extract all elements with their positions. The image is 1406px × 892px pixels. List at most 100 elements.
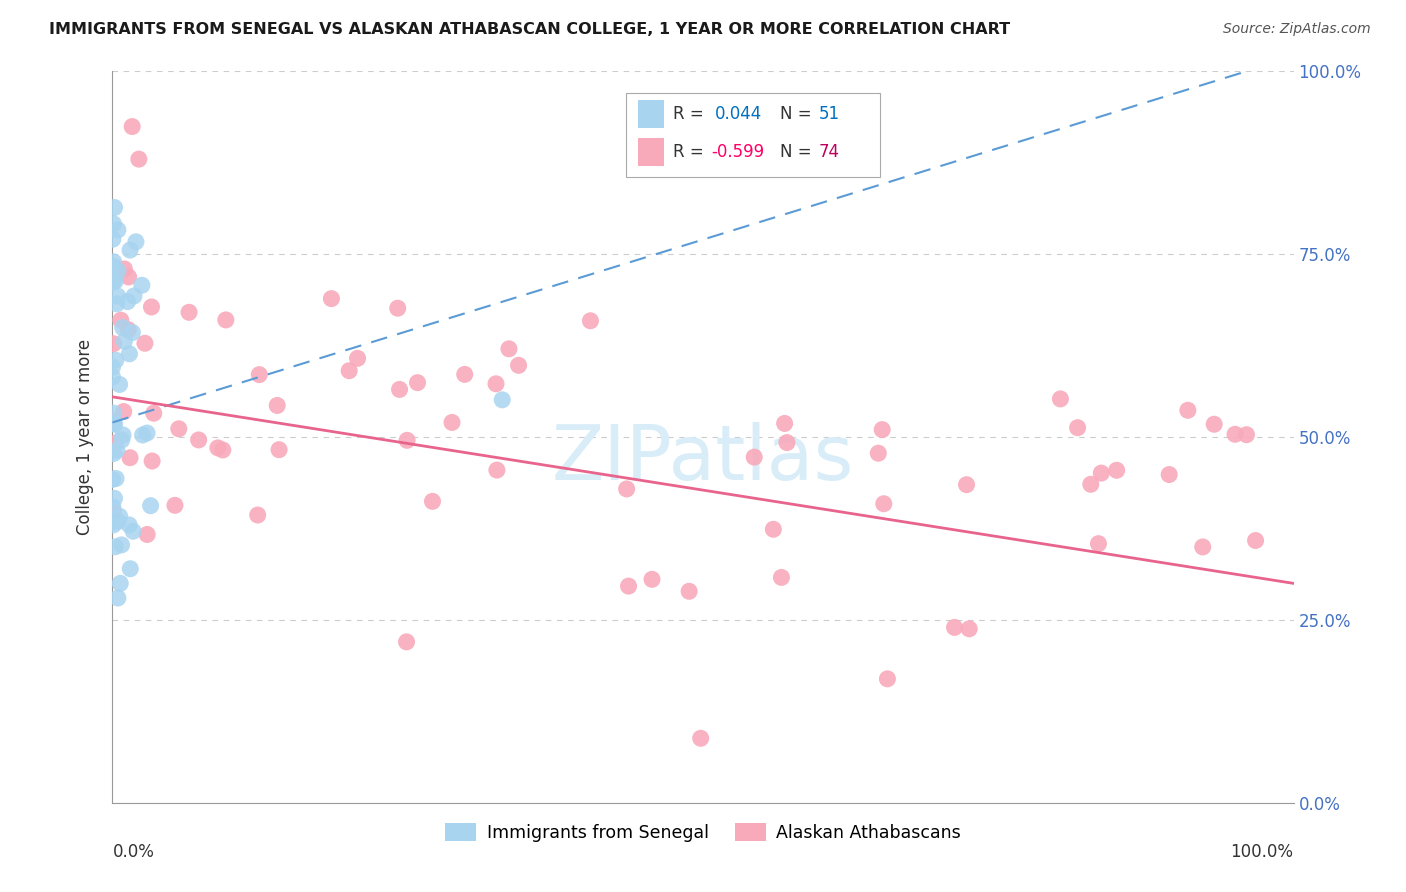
Point bbox=[105, 443, 128, 458]
Text: 100.0%: 100.0% bbox=[1230, 843, 1294, 861]
Point bbox=[103, 517, 125, 532]
Point bbox=[101, 414, 124, 428]
Point bbox=[422, 494, 444, 508]
Point bbox=[678, 584, 700, 599]
Point bbox=[111, 320, 134, 334]
Point bbox=[579, 314, 602, 328]
Point bbox=[125, 235, 148, 249]
Point bbox=[641, 572, 664, 586]
Point bbox=[440, 416, 463, 430]
Bar bbox=[638, 100, 664, 128]
Point bbox=[141, 300, 163, 314]
Point bbox=[247, 368, 270, 382]
Point bbox=[131, 278, 153, 293]
Point bbox=[742, 450, 765, 464]
Point bbox=[689, 731, 711, 746]
Point bbox=[110, 538, 132, 552]
Point bbox=[868, 446, 890, 460]
Point bbox=[103, 260, 125, 274]
Point bbox=[955, 477, 977, 491]
Point bbox=[134, 336, 156, 351]
Point bbox=[107, 514, 129, 528]
Point bbox=[118, 518, 141, 533]
Point bbox=[267, 442, 290, 457]
Point bbox=[105, 297, 128, 311]
Point bbox=[1244, 533, 1267, 548]
Point bbox=[117, 294, 139, 309]
Point bbox=[107, 264, 129, 278]
Text: N =: N = bbox=[780, 104, 817, 123]
Point bbox=[103, 514, 125, 528]
Point bbox=[1223, 427, 1246, 442]
Point bbox=[103, 417, 125, 431]
Point bbox=[395, 635, 418, 649]
Point bbox=[101, 275, 124, 289]
Point bbox=[454, 368, 477, 382]
Point bbox=[105, 471, 128, 485]
Point bbox=[1105, 463, 1128, 477]
Point bbox=[207, 441, 229, 455]
Point bbox=[112, 428, 135, 442]
Point bbox=[187, 433, 209, 447]
Point bbox=[388, 383, 411, 397]
Point bbox=[101, 360, 124, 375]
Point bbox=[128, 152, 150, 166]
Point bbox=[103, 406, 125, 420]
Text: 0.0%: 0.0% bbox=[112, 843, 155, 861]
Point bbox=[762, 522, 785, 536]
Point bbox=[104, 274, 127, 288]
Point bbox=[163, 499, 186, 513]
Point bbox=[101, 370, 124, 384]
Point bbox=[396, 434, 419, 448]
Point bbox=[498, 342, 520, 356]
Point bbox=[121, 326, 143, 340]
Point bbox=[103, 201, 125, 215]
Point bbox=[118, 243, 141, 257]
Point bbox=[103, 491, 125, 506]
Point bbox=[104, 353, 127, 368]
Point bbox=[139, 499, 162, 513]
Point bbox=[1090, 466, 1112, 480]
Point bbox=[103, 336, 125, 351]
Point bbox=[211, 442, 233, 457]
Bar bbox=[638, 138, 664, 166]
Point bbox=[112, 262, 135, 277]
Point bbox=[112, 404, 135, 418]
Text: Source: ZipAtlas.com: Source: ZipAtlas.com bbox=[1223, 22, 1371, 37]
Point bbox=[101, 275, 124, 289]
Point bbox=[103, 255, 125, 269]
Point bbox=[1087, 536, 1109, 550]
Text: ZIPatlas: ZIPatlas bbox=[551, 422, 855, 496]
Point bbox=[485, 463, 508, 477]
Point bbox=[120, 562, 142, 576]
Point bbox=[136, 425, 159, 440]
Point bbox=[508, 359, 530, 373]
Point bbox=[112, 334, 135, 349]
Point bbox=[136, 527, 159, 541]
Point bbox=[104, 540, 127, 554]
Point bbox=[1066, 420, 1088, 434]
Point bbox=[101, 472, 124, 486]
Point bbox=[485, 376, 508, 391]
FancyBboxPatch shape bbox=[626, 94, 880, 178]
Point bbox=[873, 497, 896, 511]
Point bbox=[110, 313, 132, 327]
Point bbox=[1080, 477, 1102, 491]
Point bbox=[346, 351, 368, 366]
Point bbox=[491, 392, 513, 407]
Point bbox=[321, 292, 343, 306]
Point bbox=[406, 376, 429, 390]
Text: 51: 51 bbox=[818, 104, 839, 123]
Legend: Immigrants from Senegal, Alaskan Athabascans: Immigrants from Senegal, Alaskan Athabas… bbox=[439, 816, 967, 849]
Point bbox=[118, 347, 141, 361]
Point bbox=[142, 406, 165, 420]
Point bbox=[215, 313, 238, 327]
Point bbox=[103, 446, 125, 460]
Point bbox=[131, 428, 153, 442]
Point bbox=[107, 591, 129, 605]
Point bbox=[1191, 540, 1213, 554]
Text: IMMIGRANTS FROM SENEGAL VS ALASKAN ATHABASCAN COLLEGE, 1 YEAR OR MORE CORRELATIO: IMMIGRANTS FROM SENEGAL VS ALASKAN ATHAB… bbox=[49, 22, 1011, 37]
Text: R =: R = bbox=[673, 104, 710, 123]
Point bbox=[1177, 403, 1199, 417]
Point bbox=[101, 500, 124, 514]
